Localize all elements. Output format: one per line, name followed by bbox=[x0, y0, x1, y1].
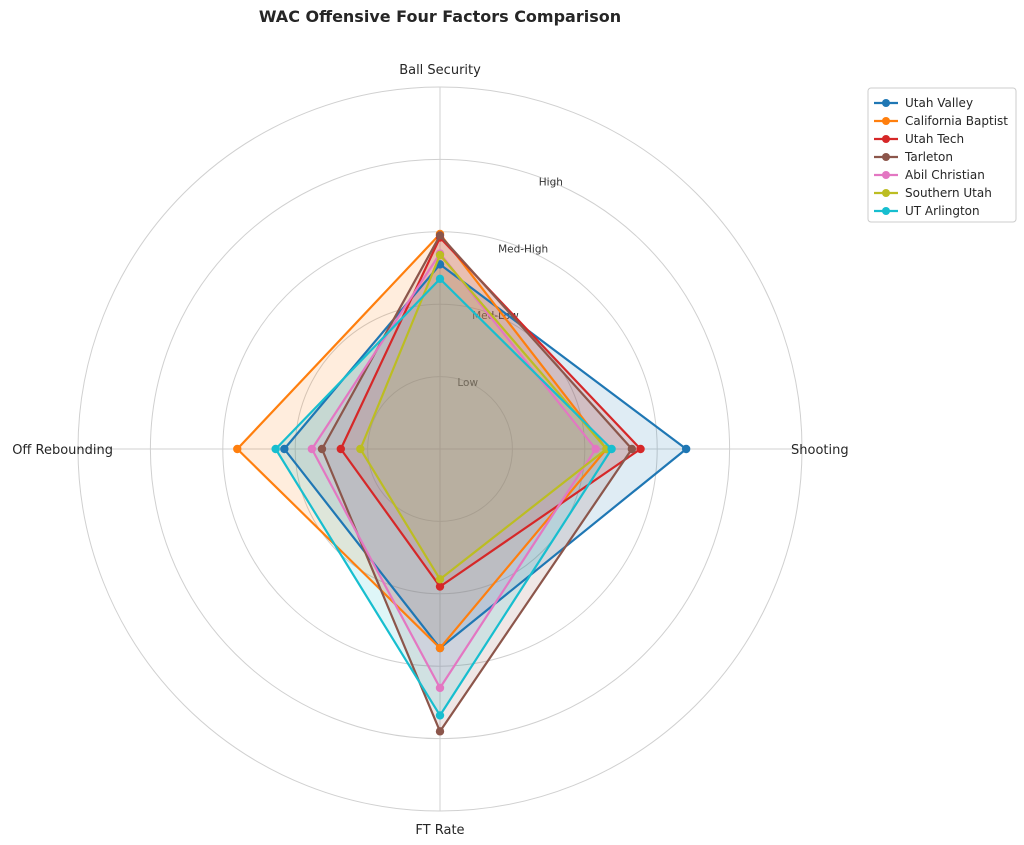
data-point bbox=[435, 727, 445, 736]
radar-grid bbox=[77, 86, 803, 812]
series-area bbox=[284, 264, 687, 649]
data-point bbox=[271, 444, 280, 454]
data-point bbox=[681, 444, 691, 454]
legend-label: California Baptist bbox=[905, 114, 1008, 128]
legend-label: Utah Tech bbox=[905, 132, 964, 146]
ring-label: Low bbox=[457, 377, 478, 389]
data-point bbox=[435, 274, 445, 284]
axis-label: Ball Security bbox=[399, 63, 481, 78]
legend-marker bbox=[882, 189, 890, 197]
axis-label: Shooting bbox=[791, 443, 849, 458]
legend-label: UT Arlington bbox=[905, 204, 980, 218]
legend-marker bbox=[882, 99, 890, 107]
legend-frame bbox=[867, 87, 1017, 223]
data-point bbox=[280, 444, 289, 454]
data-point bbox=[435, 711, 445, 720]
legend-marker bbox=[882, 117, 890, 125]
series-areas bbox=[237, 234, 687, 732]
data-point bbox=[307, 444, 317, 454]
data-point bbox=[336, 444, 346, 454]
series-area bbox=[360, 255, 607, 580]
ring-label: Med-High bbox=[498, 243, 548, 255]
data-point bbox=[435, 575, 445, 584]
data-point bbox=[435, 643, 445, 653]
series-area bbox=[237, 234, 607, 649]
legend-label: Southern Utah bbox=[905, 186, 992, 200]
axis-label: FT Rate bbox=[415, 823, 464, 838]
data-point bbox=[356, 444, 365, 454]
axis-label: Off Rebounding bbox=[12, 443, 113, 458]
series-lines bbox=[233, 229, 691, 736]
data-point bbox=[607, 444, 616, 454]
legend: Utah Valley California Baptist Utah Tech Ta… bbox=[867, 87, 1017, 223]
legend-marker bbox=[882, 153, 890, 161]
legend-label: Utah Valley bbox=[905, 96, 973, 110]
chart-title: WAC Offensive Four Factors Comparison bbox=[259, 7, 621, 26]
data-point bbox=[317, 444, 327, 454]
data-point bbox=[233, 444, 242, 454]
axis-labels: Shooting Ball Security Off Rebounding FT Ra… bbox=[12, 63, 848, 838]
ring-label: High bbox=[539, 176, 563, 188]
legend-label: Abil Christian bbox=[905, 168, 985, 182]
series-area bbox=[275, 278, 612, 716]
legend-marker bbox=[882, 135, 890, 143]
data-point bbox=[435, 250, 445, 260]
legend-marker bbox=[882, 171, 890, 179]
data-point bbox=[435, 231, 445, 240]
data-point bbox=[636, 444, 645, 454]
data-point bbox=[435, 582, 445, 591]
legend-label: Tarleton bbox=[904, 150, 953, 164]
data-point bbox=[435, 683, 445, 693]
data-point bbox=[627, 444, 637, 454]
legend-marker bbox=[882, 207, 890, 215]
data-point bbox=[591, 444, 600, 454]
